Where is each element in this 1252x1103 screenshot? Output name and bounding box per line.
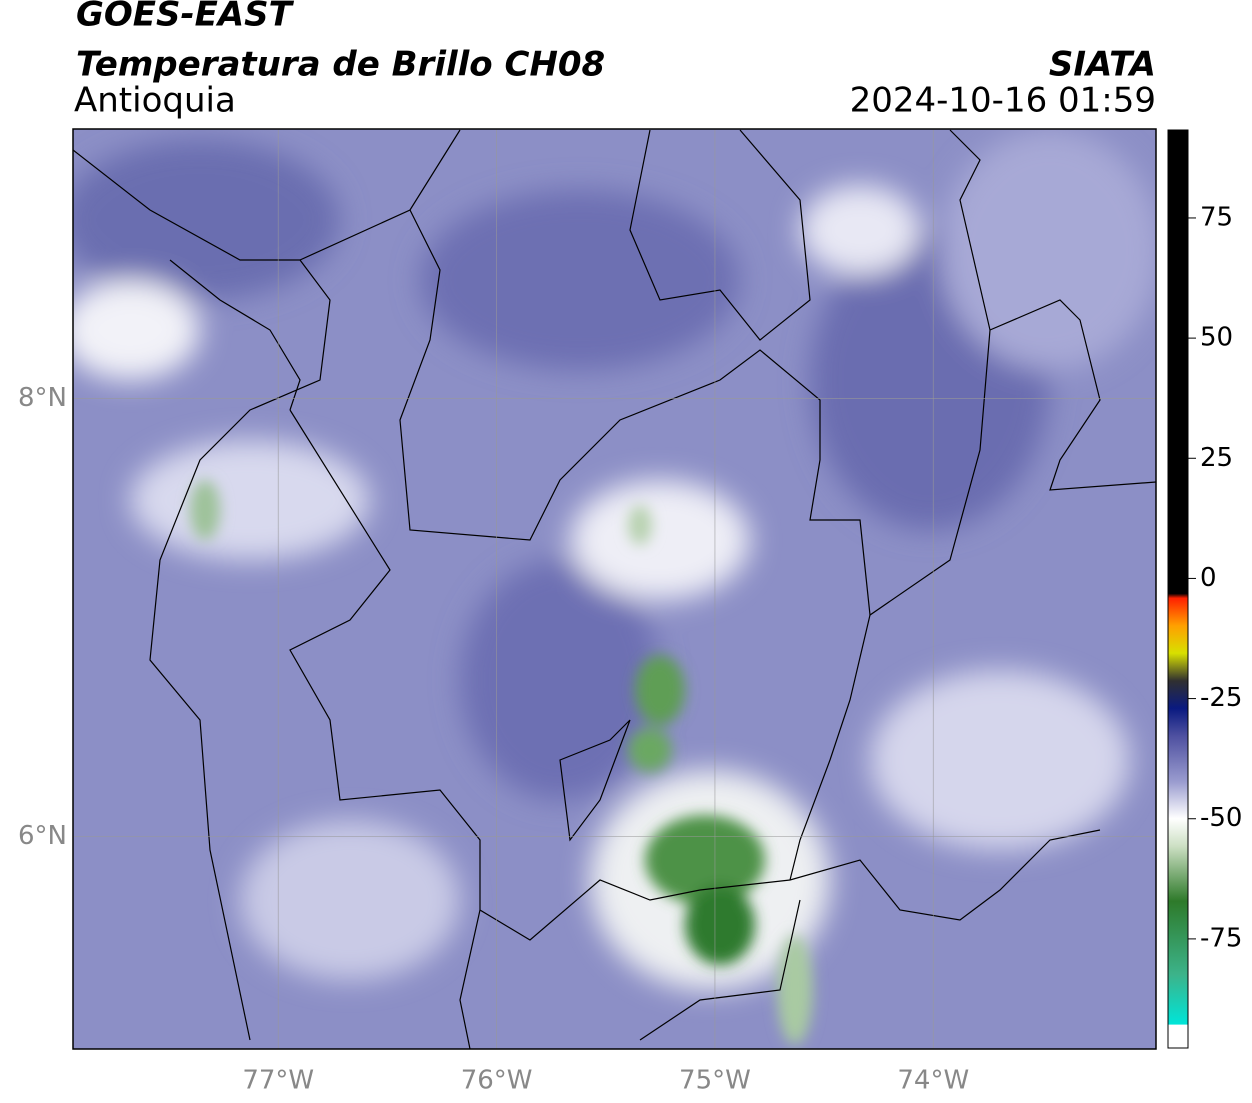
graticule <box>73 129 1156 1049</box>
colorbar-tick-label: 25 <box>1200 443 1233 473</box>
x-tick-label: 76°W <box>461 1066 533 1096</box>
colorbar-tick-label: -75 <box>1200 923 1242 953</box>
title: GOES-EAST <box>76 0 295 35</box>
source: SIATA <box>1049 45 1156 85</box>
y-tick-label: 6°N <box>18 821 67 851</box>
y-tick-label: 8°N <box>18 383 67 413</box>
region: Antioquia <box>74 81 236 121</box>
x-tick-label: 77°W <box>242 1066 314 1096</box>
x-tick-label: 74°W <box>897 1066 969 1096</box>
x-tick-label: 75°W <box>679 1066 751 1096</box>
satellite-image <box>73 129 1156 1049</box>
colorbar-tick-label: 50 <box>1200 323 1233 353</box>
colorbar-tick-label: 0 <box>1200 563 1217 593</box>
colorbar-tick-label: -25 <box>1200 683 1242 713</box>
subtitle: Temperatura de Brillo CH08 <box>76 45 605 85</box>
timestamp: 2024-10-16 01:59 <box>850 81 1156 121</box>
colorbar-tick-label: -50 <box>1200 803 1242 833</box>
map-frame <box>72 128 1157 1050</box>
colorbar <box>1167 129 1189 1049</box>
colorbar-tick-label: 75 <box>1200 202 1233 232</box>
